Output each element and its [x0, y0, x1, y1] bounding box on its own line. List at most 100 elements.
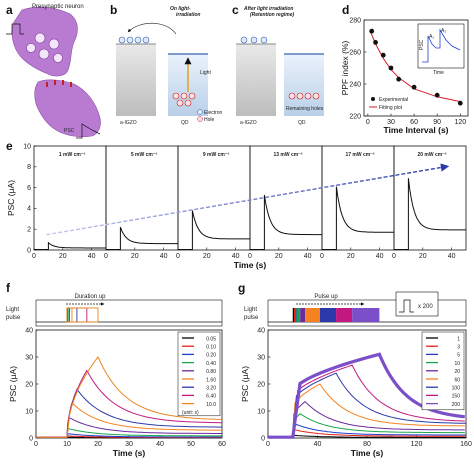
qd-block-c [284, 54, 324, 116]
legend-label-20: 20 [454, 369, 460, 375]
legend-label-0.10: 0.10 [206, 345, 216, 351]
x-tick-label: 20 [59, 253, 67, 260]
subplot-intensity-label: 9 mW cm⁻² [203, 152, 230, 158]
series-line-0.80 [36, 417, 222, 438]
x-tick-label: 0 [266, 441, 270, 448]
duration-arrow-label: Duration up [74, 294, 106, 300]
legend-label-6.40: 6.40 [206, 394, 216, 400]
legend-label-0.80: 0.80 [206, 369, 216, 375]
light-pulse-label-l2: pulse [244, 315, 259, 321]
x-tick-label: 0 [32, 253, 36, 260]
series-line-60 [268, 383, 465, 438]
y-tick-label: 40 [257, 327, 265, 334]
inset-trace [422, 28, 461, 63]
y-tick-label: 0 [27, 247, 31, 254]
y-tick-label: 10 [25, 408, 33, 415]
x-axis-label: Time Interval (s) [383, 125, 448, 135]
subplot-frame [33, 145, 107, 251]
series-line-5 [268, 423, 466, 438]
psc-trace [394, 178, 466, 250]
igzo-block-c [236, 44, 276, 116]
y-tick-label: 20 [25, 381, 33, 388]
y-tick-label: 20 [257, 381, 265, 388]
receptor-group [46, 80, 72, 87]
x-tick-label: 80 [363, 441, 371, 448]
legend-label-200: 200 [452, 402, 461, 408]
legend-label-150: 150 [452, 394, 461, 400]
x-tick-label: 40 [376, 253, 384, 260]
x-tick-label: 120 [454, 119, 466, 126]
data-point [396, 76, 402, 82]
intensity-trend-arrow [46, 163, 450, 236]
data-point [369, 28, 375, 34]
legend-label-3: 3 [457, 345, 460, 351]
pulse-block-150 [336, 308, 353, 322]
x-tick-label: 20 [275, 253, 283, 260]
inset: PSC Time A₁ A₂ [417, 23, 465, 76]
x-tick-label: 50 [187, 441, 195, 448]
y-tick-label: 30 [25, 354, 33, 361]
x-axis-label: Time (s) [113, 448, 146, 458]
legend-label-3.20: 3.20 [206, 386, 216, 392]
psc-marker-label: PSC [64, 128, 75, 134]
series-line-3 [268, 429, 465, 438]
legend-marker-experimental [371, 97, 375, 101]
presynaptic-neuron-shape [11, 6, 78, 77]
x-tick-label: 90 [433, 119, 441, 126]
series-line-150 [268, 364, 465, 438]
data-point [434, 92, 440, 98]
subplot-frame [177, 145, 251, 251]
svg-text:Hole: Hole [204, 117, 215, 123]
panel-b-title: On light- irradiation [170, 6, 200, 18]
panel-c-label: c [232, 3, 239, 17]
x-axis-label: Time (s) [234, 260, 267, 270]
svg-text:Electron: Electron [204, 110, 223, 116]
y-tick-label: 0 [29, 435, 33, 442]
y-axis-label: PSC (μA) [240, 366, 250, 402]
psc-trace [106, 226, 178, 250]
y-tick-label: 280 [349, 17, 361, 24]
data-point [373, 40, 378, 45]
pulse-strip-frame [267, 299, 467, 327]
panel-e-label: e [6, 139, 13, 153]
vesicle-group [26, 32, 63, 63]
x-tick-label: 20 [203, 253, 211, 260]
subplot-frame [393, 145, 467, 251]
data-point [388, 65, 394, 71]
legend-label-fit: Fitting plot [379, 105, 403, 111]
inset-y-label: PSC [419, 39, 425, 50]
panel-a: a Presynaptic neuron PSC [6, 3, 101, 139]
pulse-strip-frame [35, 299, 223, 327]
psc-trace [250, 194, 322, 250]
legend-label-1: 1 [457, 336, 460, 342]
y-tick-label: 10 [257, 408, 265, 415]
panel-g-label: g [238, 281, 245, 295]
panel-b-right-material: QD [181, 120, 189, 126]
psc-trace [322, 186, 394, 250]
subplot-intensity-label: 17 mW cm⁻² [345, 152, 374, 158]
x-tick-label: 160 [460, 441, 472, 448]
panel-f-label: f [6, 281, 11, 295]
panel-b: b On light- irradiation a-IGZO QD Light … [110, 3, 223, 126]
transfer-arrow [127, 22, 177, 35]
igzo-block-b [116, 44, 156, 116]
subplot-intensity-label: 20 mW cm⁻² [417, 152, 446, 158]
y-tick-label: 260 [349, 49, 361, 56]
psc-trace [178, 210, 250, 250]
subplot-frame [105, 145, 179, 251]
holes-b [172, 92, 196, 107]
y-tick-label: 40 [25, 327, 33, 334]
panel-b-light-text: Light [200, 70, 211, 76]
x-tick-label: 0 [176, 253, 180, 260]
legend-label-10: 10 [454, 361, 460, 367]
y-axis-label: PPF index (%) [340, 40, 350, 95]
electrons-c [240, 36, 268, 44]
panel-c-left-material: a-IGZO [240, 120, 257, 126]
x-tick-label: 40 [156, 441, 164, 448]
x-tick-label: 40 [448, 253, 456, 260]
x-tick-label: 20 [131, 253, 139, 260]
series-line-20 [268, 400, 465, 438]
